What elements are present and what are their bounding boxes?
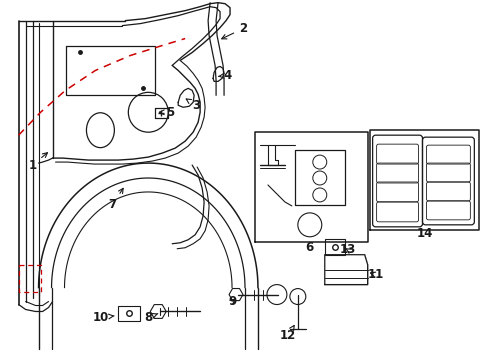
Text: 9: 9 <box>227 295 236 308</box>
Text: 4: 4 <box>218 69 232 82</box>
Text: 3: 3 <box>186 99 200 112</box>
Text: 7: 7 <box>108 188 123 211</box>
Text: 5: 5 <box>159 106 174 119</box>
Text: 11: 11 <box>367 268 383 281</box>
Text: 12: 12 <box>279 325 295 342</box>
Text: 14: 14 <box>415 227 432 240</box>
Text: 10: 10 <box>92 311 114 324</box>
Text: 6: 6 <box>305 241 313 254</box>
Text: 2: 2 <box>221 22 246 39</box>
Text: 13: 13 <box>339 243 355 256</box>
Polygon shape <box>324 255 367 285</box>
Text: 1: 1 <box>28 153 47 172</box>
Text: 8: 8 <box>144 311 158 324</box>
